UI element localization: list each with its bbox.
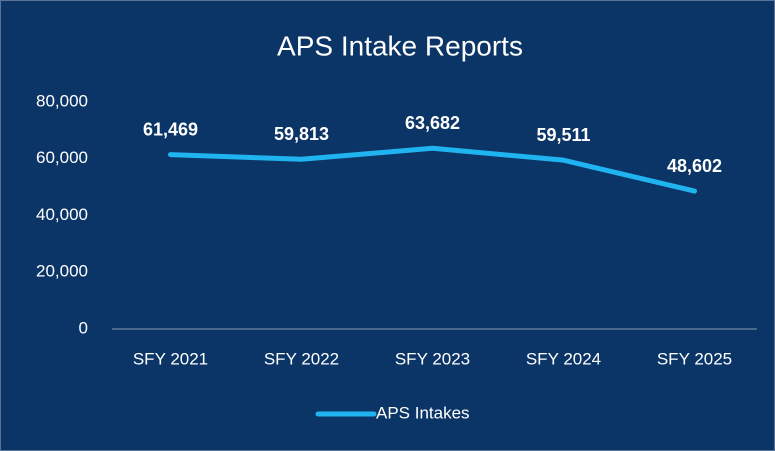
x-tick-label: SFY 2022 [264,349,339,368]
data-label: 59,813 [274,124,329,144]
x-tick-label: SFY 2024 [526,349,601,368]
data-label: 63,682 [405,113,460,133]
data-label: 61,469 [143,119,198,139]
legend-label: APS Intakes [376,403,470,422]
y-tick-label: 80,000 [36,91,88,110]
x-tick-label: SFY 2021 [133,349,208,368]
x-tick-label: SFY 2025 [657,349,732,368]
data-label: 59,511 [536,125,590,145]
y-tick-label: 0 [79,318,88,337]
data-line [168,145,697,194]
y-tick-label: 20,000 [36,262,88,281]
y-tick-label: 40,000 [36,205,88,224]
y-tick-label: 60,000 [36,148,88,167]
chart-title: APS Intake Reports [277,30,523,61]
x-tick-label: SFY 2023 [395,349,470,368]
data-label: 48,602 [667,156,722,176]
